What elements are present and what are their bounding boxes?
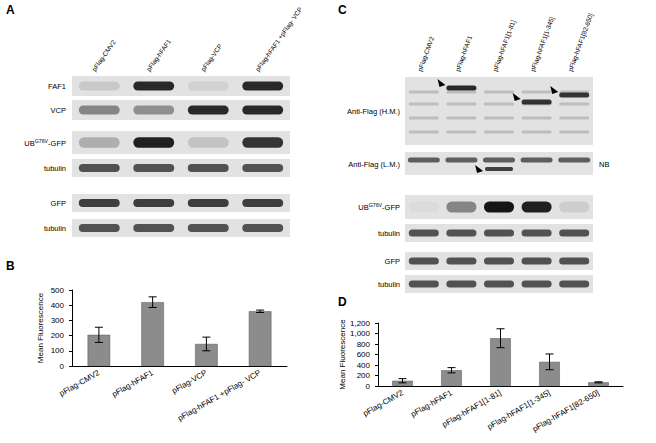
svg-text:pFlag-CMV2: pFlag-CMV2 xyxy=(416,35,436,72)
svg-text:GFP: GFP xyxy=(51,199,66,208)
svg-text:1,200: 1,200 xyxy=(350,319,371,328)
svg-text:pFlag-hFAF1[1-345]: pFlag-hFAF1[1-345] xyxy=(529,15,556,72)
svg-text:pFlag-hFAF1 +pFlag- VCP: pFlag-hFAF1 +pFlag- VCP xyxy=(254,6,305,73)
svg-text:C: C xyxy=(338,3,347,17)
svg-text:0: 0 xyxy=(60,362,65,371)
svg-text:tubulin: tubulin xyxy=(44,224,66,233)
svg-text:100: 100 xyxy=(51,346,65,355)
svg-text:pFlag-hFAF1[82-650]: pFlag-hFAF1[82-650] xyxy=(531,388,601,434)
svg-text:pFlag-hFAF1[1-345]: pFlag-hFAF1[1-345] xyxy=(485,388,552,432)
svg-text:pFlag-hFAF1: pFlag-hFAF1 xyxy=(409,388,454,419)
svg-text:D: D xyxy=(338,295,347,309)
svg-text:pFlag-hFAF1[1-81]: pFlag-hFAF1[1-81] xyxy=(440,388,503,430)
svg-text:NB: NB xyxy=(599,160,609,169)
svg-text:0: 0 xyxy=(366,382,371,391)
svg-text:400: 400 xyxy=(51,301,65,310)
svg-text:GFP: GFP xyxy=(385,257,400,266)
svg-text:Anti-Flag (H.M.): Anti-Flag (H.M.) xyxy=(347,107,400,116)
svg-text:pFlag-CMV2: pFlag-CMV2 xyxy=(90,38,118,73)
svg-text:pFlag-hFAF1: pFlag-hFAF1 xyxy=(454,34,474,72)
svg-text:tubulin: tubulin xyxy=(378,229,400,238)
svg-text:400: 400 xyxy=(357,361,371,370)
svg-text:Mean Fluorescence: Mean Fluorescence xyxy=(36,292,45,363)
svg-text:pFlag-VCP: pFlag-VCP xyxy=(199,43,224,74)
svg-text:200: 200 xyxy=(357,371,371,380)
svg-text:VCP: VCP xyxy=(51,106,66,115)
svg-text:tubulin: tubulin xyxy=(378,280,400,289)
svg-text:tubulin: tubulin xyxy=(44,164,66,173)
svg-text:800: 800 xyxy=(357,340,371,349)
svg-text:UBG76V-GFP: UBG76V-GFP xyxy=(24,138,66,148)
svg-text:pFlag-VCP: pFlag-VCP xyxy=(170,368,208,395)
svg-text:1,000: 1,000 xyxy=(350,329,371,338)
svg-text:pFlag-CMV2: pFlag-CMV2 xyxy=(361,388,405,418)
svg-text:pFlag-hFAF1[82-650]: pFlag-hFAF1[82-650] xyxy=(567,12,596,73)
svg-text:pFlag-hFAF1: pFlag-hFAF1 xyxy=(145,37,173,73)
svg-text:pFlag-hFAF1: pFlag-hFAF1 xyxy=(110,368,155,399)
svg-text:Anti-Flag (L.M.): Anti-Flag (L.M.) xyxy=(348,160,400,169)
svg-text:FAF1: FAF1 xyxy=(48,82,66,91)
svg-text:500: 500 xyxy=(51,286,65,295)
svg-text:B: B xyxy=(6,259,15,273)
svg-text:pFlag-hFAF1 +pFlag- VCP: pFlag-hFAF1 +pFlag- VCP xyxy=(176,368,262,423)
svg-text:UBG76V-GFP: UBG76V-GFP xyxy=(358,202,400,212)
svg-text:200: 200 xyxy=(51,331,65,340)
svg-text:pFlag-hFAF1[1-81]: pFlag-hFAF1[1-81] xyxy=(491,19,517,73)
svg-text:Mean Fluorescence: Mean Fluorescence xyxy=(338,319,347,390)
svg-text:pFlag-CMV2: pFlag-CMV2 xyxy=(58,368,102,398)
svg-text:600: 600 xyxy=(357,350,371,359)
svg-text:A: A xyxy=(6,3,15,17)
svg-text:300: 300 xyxy=(51,316,65,325)
